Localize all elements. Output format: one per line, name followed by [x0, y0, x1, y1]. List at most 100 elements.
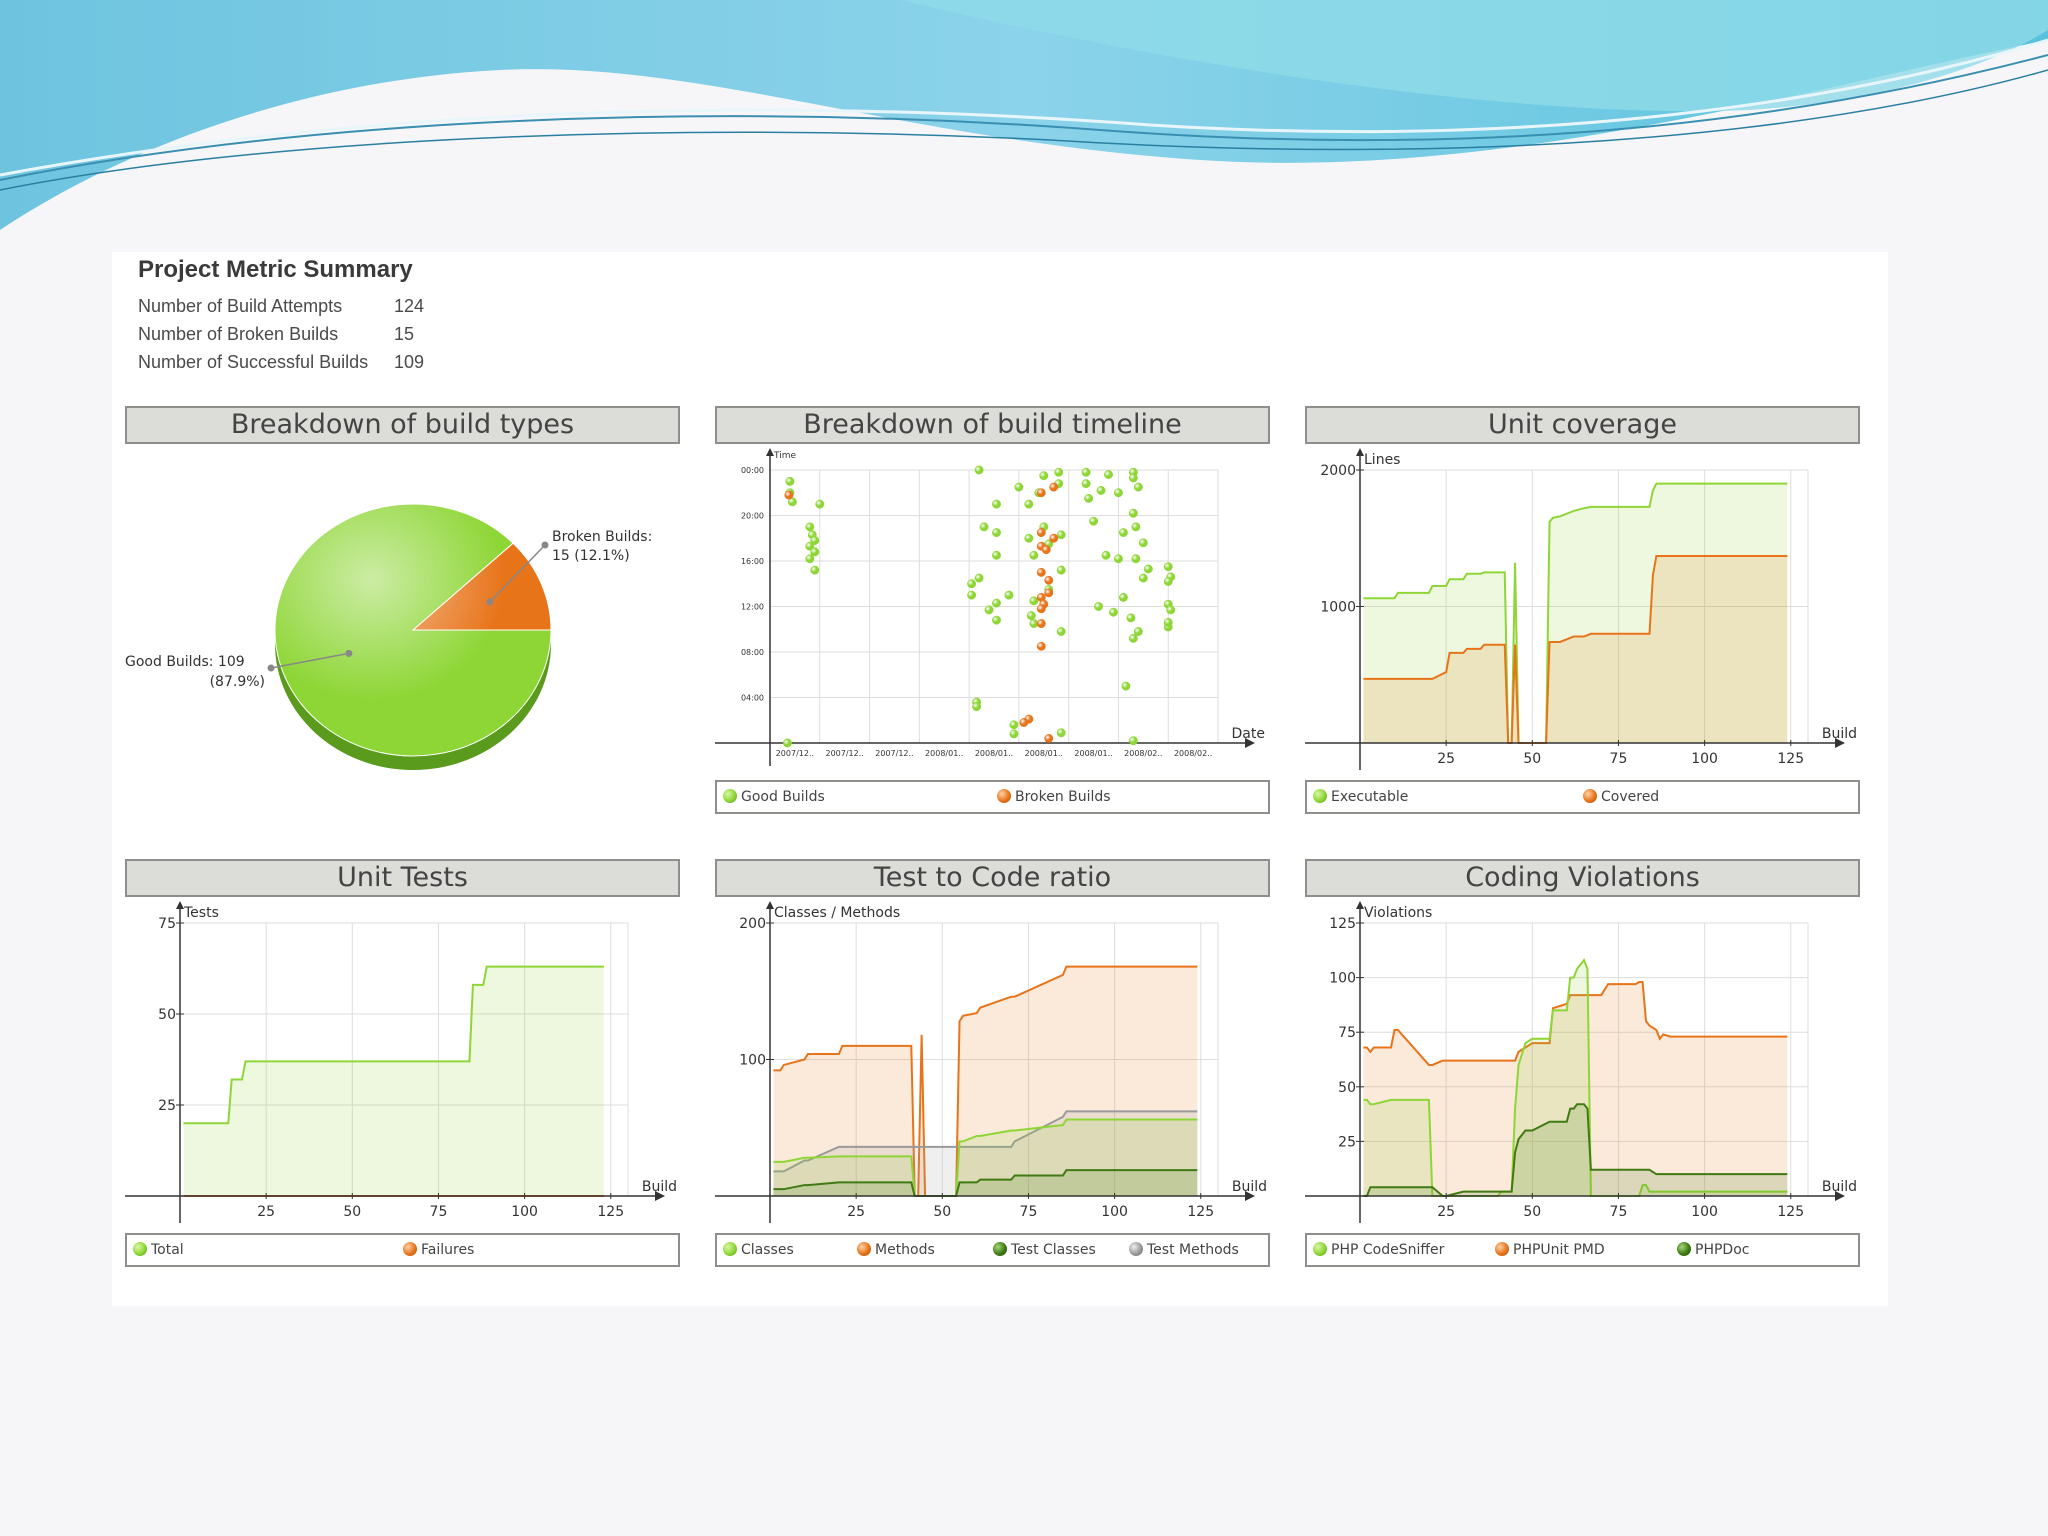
good-build-point	[992, 615, 1001, 625]
y-axis-label: Classes / Methods	[774, 905, 900, 921]
good-build-point	[1029, 550, 1039, 560]
x-tick-label: 25	[1437, 751, 1455, 767]
panel-coding-violations: Coding Violations Violations Build 25 50 75 1…	[1305, 859, 1860, 1279]
y-tick-label: 00:00	[741, 466, 764, 475]
y-axis-label: Tests	[183, 905, 219, 921]
legend-item-test-classes: Test Classes	[993, 1235, 1096, 1265]
good-build-point	[1138, 573, 1148, 583]
x-axis-arrow-icon	[655, 1191, 665, 1201]
broken-build-point	[1044, 575, 1054, 585]
pie-label-good-pct: (87.9%)	[210, 674, 265, 690]
y-tick-label: 16:00	[741, 557, 764, 566]
legend-dot-icon	[133, 1242, 147, 1256]
summary-title: Project Metric Summary	[138, 256, 413, 283]
legend-item-classes: Classes	[723, 1235, 794, 1265]
legend-item-good-builds: Good Builds	[723, 782, 825, 812]
pie-label-broken: Broken Builds:	[552, 529, 652, 545]
good-build-point	[1104, 470, 1113, 479]
x-axis-label: Build	[1822, 726, 1857, 742]
good-build-point	[1096, 486, 1106, 495]
area-chart-test-to-code-ratio: Classes / Methods Build 100 200 25 50 75 100 125	[715, 901, 1267, 1223]
broken-build-point	[1044, 734, 1054, 743]
x-tick-label: 100	[511, 1204, 538, 1220]
x-axis-label: Build	[1232, 1179, 1267, 1195]
good-build-point	[1026, 611, 1036, 621]
good-build-point	[1009, 729, 1019, 739]
x-axis-arrow-icon	[1245, 1191, 1255, 1201]
legend-dot-icon	[1495, 1242, 1509, 1256]
good-build-point	[1143, 564, 1153, 574]
panel-build-timeline: Breakdown of build timeline Time Date 00:0…	[715, 406, 1270, 826]
legend-label: PHP CodeSniffer	[1331, 1242, 1445, 1258]
legend-item-phpdoc: PHPDoc	[1677, 1235, 1749, 1265]
good-build-point	[992, 550, 1001, 560]
good-build-point	[1133, 482, 1143, 492]
x-tick-label: 100	[1101, 1204, 1128, 1220]
good-build-point	[1131, 522, 1141, 532]
good-build-point	[1121, 681, 1131, 691]
panel-title: Unit coverage	[1305, 406, 1860, 444]
series-line-total	[183, 965, 604, 1125]
legend-item-test-methods: Test Methods	[1129, 1235, 1239, 1265]
good-build-point	[1163, 562, 1173, 572]
x-tick-label: 125	[1777, 751, 1804, 767]
x-tick-label: 2008/01..	[925, 749, 963, 758]
y-axis-arrow-icon	[1356, 448, 1364, 456]
good-build-point	[992, 499, 1001, 509]
good-build-point	[1126, 613, 1136, 623]
pie-highlight	[275, 504, 551, 756]
y-tick-label: 04:00	[741, 694, 764, 703]
y-tick-label: 12:00	[741, 603, 764, 612]
x-tick-label: 100	[1691, 1204, 1718, 1220]
x-axis-label: Date	[1232, 726, 1265, 742]
chart-legend: Classes Methods Test Classes Test Method…	[715, 1233, 1270, 1267]
series-area-methods	[773, 966, 1198, 1196]
y-tick-label: 2000	[1320, 463, 1356, 479]
broken-build-point	[1036, 567, 1046, 577]
x-axis-label: Build	[1822, 1179, 1857, 1195]
legend-dot-icon	[723, 789, 737, 803]
label-anchor-good	[345, 649, 353, 657]
good-build-point	[1166, 605, 1176, 615]
series-line-phpunit-pmd	[1363, 980, 1788, 1066]
legend-item-total: Total	[133, 1235, 184, 1265]
x-tick-label: 100	[1691, 751, 1718, 767]
good-build-point	[967, 590, 977, 600]
x-tick-label: 2008/01..	[1074, 749, 1112, 758]
y-axis-arrow-icon	[766, 901, 774, 909]
broken-build-point	[1049, 482, 1059, 492]
legend-dot-icon	[1129, 1242, 1143, 1256]
legend-dot-icon	[857, 1242, 871, 1256]
series-line-test-methods	[773, 1110, 1198, 1173]
good-build-point	[1133, 627, 1143, 636]
x-tick-label: 50	[343, 1204, 361, 1220]
good-build-point	[1056, 627, 1066, 636]
series-area-classes	[773, 1119, 1198, 1196]
x-tick-label: 25	[1437, 1204, 1455, 1220]
legend-item-failures: Failures	[403, 1235, 474, 1265]
good-build-point	[1118, 528, 1128, 538]
good-build-point	[1138, 538, 1148, 548]
good-build-point	[1056, 530, 1066, 540]
good-build-point	[805, 554, 815, 564]
good-build-point	[1128, 473, 1138, 483]
area-chart-unit-coverage: Lines Build 1000 2000 25 50 75 100 125	[1305, 448, 1857, 770]
good-build-point	[1029, 619, 1039, 629]
good-build-point	[974, 465, 984, 475]
y-tick-label: 50	[158, 1007, 176, 1023]
legend-dot-icon	[403, 1242, 417, 1256]
y-tick-label: 20:00	[741, 512, 764, 521]
chart-legend: Total Failures	[125, 1233, 680, 1267]
good-build-point	[1024, 533, 1034, 543]
dashboard-content: Project Metric Summary Number of Build A…	[112, 252, 1888, 1306]
legend-item-phpunit-pmd: PHPUnit PMD	[1495, 1235, 1605, 1265]
legend-item-php-codesniffer: PHP CodeSniffer	[1313, 1235, 1444, 1265]
x-tick-label: 75	[430, 1204, 448, 1220]
x-tick-label: 75	[1610, 751, 1628, 767]
label-anchor-good	[267, 664, 275, 672]
series-line-phpdoc	[1363, 1103, 1788, 1197]
label-anchor-broken	[541, 541, 549, 549]
legend-dot-icon	[997, 789, 1011, 803]
legend-dot-icon	[1677, 1242, 1691, 1256]
good-build-point	[1084, 493, 1094, 503]
